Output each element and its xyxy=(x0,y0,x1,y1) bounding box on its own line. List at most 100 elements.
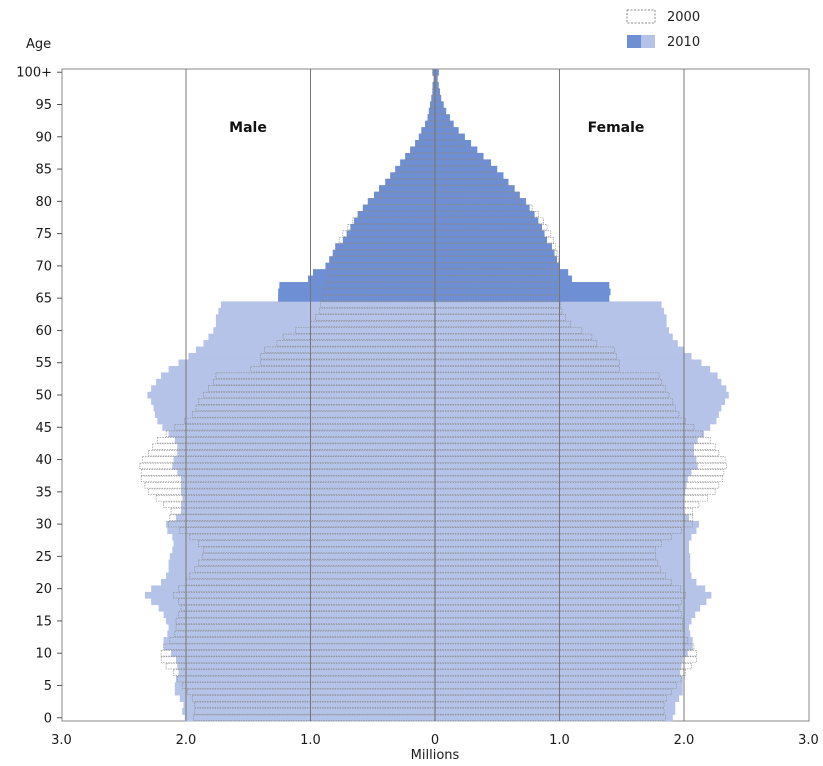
bar-2010-female-age-27 xyxy=(435,540,689,548)
bar-2000-male-age-15 xyxy=(175,617,436,625)
y-tick-label-0: 0 xyxy=(44,711,52,726)
bar-2000-male-age-95 xyxy=(430,101,436,108)
bar-2000-male-age-20 xyxy=(178,585,436,592)
bar-2010-male-age-13 xyxy=(167,630,435,638)
legend-swatch-2000 xyxy=(626,9,656,24)
x-tick-label-6: 3.0 xyxy=(798,733,819,748)
bar-2000-male-age-51 xyxy=(208,385,436,392)
bar-2000-male-age-67 xyxy=(325,282,436,289)
bar-2010-female-age-19 xyxy=(435,591,712,599)
bar-2010-female-age-31 xyxy=(435,514,689,522)
bar-2000-male-age-30 xyxy=(168,520,436,528)
bar-2000-male-age-11 xyxy=(163,643,436,650)
bar-2010-female-age-97 xyxy=(435,88,440,96)
bar-2000-male-age-75 xyxy=(342,230,436,237)
bar-2010-female-age-66 xyxy=(435,288,611,296)
bar-2010-male-age-75 xyxy=(346,230,435,238)
bar-2000-female-age-62 xyxy=(434,314,567,321)
bar-2010-male-age-92 xyxy=(425,120,435,128)
bar-2010-male-age-43 xyxy=(174,436,436,444)
bar-2010-female-age-62 xyxy=(435,314,667,322)
bar-2000-female-age-20 xyxy=(434,585,681,592)
bar-2010-male-age-96 xyxy=(431,94,435,102)
bar-2010-female-age-15 xyxy=(435,617,692,625)
bar-2000-female-age-25 xyxy=(434,553,656,560)
bar-2010-female-age-21 xyxy=(435,578,697,586)
bar-2010-female-age-67 xyxy=(435,282,610,289)
bar-2000-male-age-17 xyxy=(180,604,436,612)
bar-2010-male-age-38 xyxy=(177,469,435,476)
bar-2010-female-age-86 xyxy=(435,159,492,167)
bar-2000-female-age-28 xyxy=(434,533,672,541)
bar-2010-male-age-3 xyxy=(179,695,435,702)
bar-2010-female-age-2 xyxy=(435,701,676,709)
bar-2000-female-age-52 xyxy=(434,378,662,386)
bar-2000-male-age-9 xyxy=(160,656,436,663)
bar-2010-female-age-3 xyxy=(435,695,680,702)
bar-2010-male-age-20 xyxy=(151,585,435,593)
bar-2010-male-age-62 xyxy=(215,314,435,322)
x-tick-label-4: 1.0 xyxy=(549,733,570,748)
bar-2000-female-age-5 xyxy=(434,682,677,689)
bar-2010-male-age-44 xyxy=(168,430,435,438)
bar-2000-male-age-41 xyxy=(148,449,436,457)
bar-2000-male-age-26 xyxy=(203,546,436,554)
bar-2010-female-age-51 xyxy=(435,385,727,393)
bar-2010-female-age-8 xyxy=(435,662,682,670)
bar-2010-female-age-20 xyxy=(435,585,706,593)
bar-2010-male-age-70 xyxy=(325,262,435,270)
bar-2010-male-age-95 xyxy=(430,101,435,109)
bar-2010-female-age-55 xyxy=(435,359,702,367)
y-axis-ticks: 0 5 10 15 20 25 30 35 40 45 50 55 60 65 70 75 80 85 90 95 10… xyxy=(16,66,62,726)
bar-2010-female-age-69 xyxy=(435,269,569,276)
bar-2000-male-age-93 xyxy=(428,114,436,121)
bar-2010-male-age-6 xyxy=(176,675,436,683)
y-tick-label-10: 50 xyxy=(35,389,52,404)
bar-2010-female-age-72 xyxy=(435,249,555,257)
bar-2010-female-age-22 xyxy=(435,572,692,580)
x-tick-label-2: 1.0 xyxy=(300,733,321,748)
bar-2010-female-age-0 xyxy=(435,714,673,722)
bar-2000-female-age-24 xyxy=(434,559,659,566)
bar-2010-male-age-30 xyxy=(166,520,435,528)
bar-2010-male-age-40 xyxy=(173,456,436,464)
bar-2010-male-age-50 xyxy=(147,391,435,399)
bar-2010-female-age-82 xyxy=(435,185,515,192)
bar-2010-male-age-47 xyxy=(154,411,435,418)
bar-2010-female-age-53 xyxy=(435,372,718,380)
bar-2010-female-age-89 xyxy=(435,140,472,147)
bar-2010-female-age-30 xyxy=(435,520,699,528)
bar-2010-male-age-23 xyxy=(168,566,435,573)
y-tick-label-18: 90 xyxy=(35,130,52,145)
bar-2010-female-age-79 xyxy=(435,204,530,212)
y-tick-label-17: 85 xyxy=(35,163,52,178)
bar-2010-male-age-78 xyxy=(357,211,435,218)
bar-2010-female-age-48 xyxy=(435,404,722,412)
male-label: Male xyxy=(229,120,267,136)
x-tick-label-5: 2.0 xyxy=(674,733,695,748)
bar-2010-female-age-38 xyxy=(435,469,692,476)
bar-2010-male-age-68 xyxy=(308,275,435,283)
bar-2000-male-age-37 xyxy=(140,475,436,483)
y-tick-label-12: 60 xyxy=(35,324,52,339)
bar-2000-male-age-16 xyxy=(178,611,436,618)
bar-2010-female-age-35 xyxy=(435,488,686,496)
bar-2010-male-age-16 xyxy=(163,611,435,619)
bar-2010-male-age-19 xyxy=(144,591,436,599)
bar-2010-male-age-63 xyxy=(218,307,435,315)
bar-2010-male-age-88 xyxy=(410,146,435,154)
bar-2010-male-age-5 xyxy=(174,682,436,690)
bar-2000-male-age-8 xyxy=(165,663,436,670)
bar-2010-male-age-1 xyxy=(182,708,435,715)
bar-2010-female-age-4 xyxy=(435,688,683,696)
bar-2010-female-age-100 xyxy=(435,69,439,76)
bar-2010-female-age-7 xyxy=(435,669,681,677)
bar-2010-female-age-74 xyxy=(435,236,548,244)
bar-2010-female-age-40 xyxy=(435,456,697,464)
bar-2010-female-age-61 xyxy=(435,320,667,328)
bar-2010-male-age-58 xyxy=(203,340,435,347)
bar-2000-male-age-19 xyxy=(173,591,436,599)
bar-2010-male-age-42 xyxy=(177,443,435,451)
bar-2000-male-age-35 xyxy=(148,488,436,495)
